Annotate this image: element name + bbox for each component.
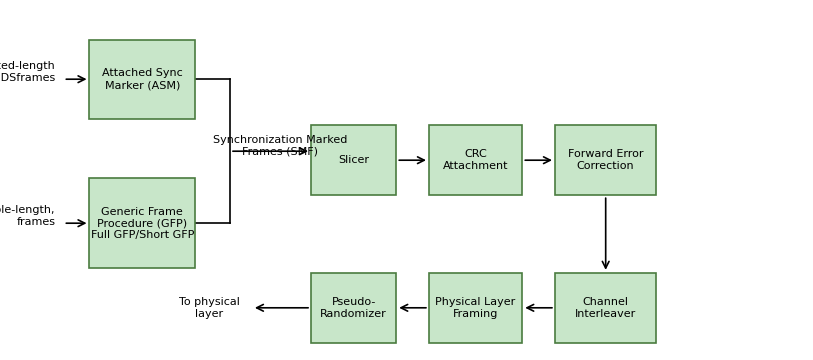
Text: Forward Error
Correction: Forward Error Correction [568,149,643,171]
FancyBboxPatch shape [429,273,522,343]
Text: Fixed-length
CCSDSframes: Fixed-length CCSDSframes [0,61,55,83]
Text: Channel
Interleaver: Channel Interleaver [575,297,637,319]
Text: CRC
Attachment: CRC Attachment [443,149,508,171]
FancyBboxPatch shape [311,273,397,343]
FancyBboxPatch shape [89,40,195,119]
Text: Physical Layer
Framing: Physical Layer Framing [436,297,515,319]
Text: Attached Sync
Marker (ASM): Attached Sync Marker (ASM) [102,68,183,90]
Text: Generic Frame
Procedure (GFP)
Full GFP/Short GFP: Generic Frame Procedure (GFP) Full GFP/S… [90,207,194,240]
Text: Slicer: Slicer [338,155,369,165]
FancyBboxPatch shape [89,178,195,268]
Text: Synchronization Marked
Frames (SMF): Synchronization Marked Frames (SMF) [213,135,348,157]
FancyBboxPatch shape [554,125,657,195]
Text: To physical
layer: To physical layer [179,297,240,319]
FancyBboxPatch shape [311,125,397,195]
FancyBboxPatch shape [429,125,522,195]
Text: Variable-length,
frames: Variable-length, frames [0,205,55,227]
FancyBboxPatch shape [554,273,657,343]
Text: Pseudo-
Randomizer: Pseudo- Randomizer [320,297,387,319]
